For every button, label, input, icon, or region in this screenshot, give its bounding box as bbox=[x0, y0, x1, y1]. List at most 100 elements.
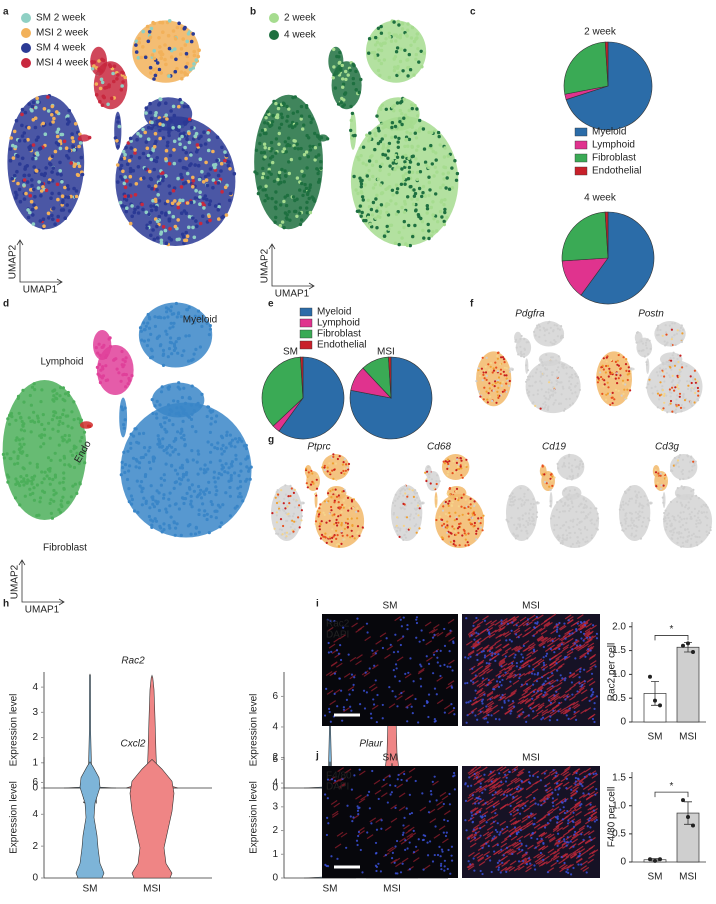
umap-cell bbox=[549, 477, 552, 480]
umap-cell bbox=[80, 435, 84, 440]
umap-cell bbox=[135, 479, 139, 483]
umap-cell bbox=[35, 96, 39, 101]
umap-cell bbox=[337, 545, 341, 548]
umap-cell bbox=[271, 160, 275, 165]
umap-cell bbox=[302, 189, 307, 193]
umap-cell bbox=[681, 458, 685, 461]
umap-cell bbox=[223, 470, 227, 474]
umap-cell bbox=[505, 518, 508, 521]
umap-cell bbox=[286, 519, 289, 522]
umap-cell bbox=[665, 331, 668, 334]
umap-cell bbox=[679, 454, 682, 457]
umap-cell bbox=[646, 499, 649, 502]
umap-cell bbox=[559, 542, 563, 545]
umap-cell bbox=[277, 506, 280, 509]
umap-cell bbox=[187, 334, 191, 338]
umap-cell bbox=[158, 403, 162, 407]
umap-cell bbox=[364, 218, 368, 223]
umap-cell bbox=[118, 167, 123, 171]
umap-cell bbox=[549, 326, 552, 329]
umap-cell bbox=[403, 534, 406, 537]
stain-signal bbox=[579, 622, 587, 628]
umap-cell bbox=[79, 418, 83, 422]
umap-cell bbox=[167, 236, 172, 240]
umap-cell bbox=[512, 503, 515, 506]
violin bbox=[129, 759, 175, 879]
umap-cell bbox=[274, 215, 278, 220]
umap-cell bbox=[180, 427, 184, 431]
umap-cell bbox=[376, 68, 381, 73]
umap-cell bbox=[123, 185, 128, 190]
umap-cell bbox=[416, 507, 419, 510]
umap-cell bbox=[450, 186, 455, 190]
umap-cell bbox=[291, 195, 296, 199]
umap-cell bbox=[442, 505, 445, 508]
umap-cell bbox=[393, 241, 398, 245]
umap-cell bbox=[583, 527, 587, 530]
nucleus bbox=[399, 643, 402, 647]
umap-cell bbox=[212, 470, 216, 474]
umap-cell bbox=[410, 144, 414, 148]
umap-cell bbox=[479, 522, 482, 525]
umap-cell bbox=[647, 504, 650, 507]
umap-cell bbox=[400, 205, 404, 210]
umap-cell bbox=[338, 455, 341, 458]
umap-cell bbox=[72, 186, 76, 191]
legend-label: Myeloid bbox=[317, 307, 351, 318]
umap-cell bbox=[185, 54, 190, 59]
umap-cell bbox=[162, 473, 166, 477]
umap-cell bbox=[613, 398, 616, 401]
umap-cell bbox=[129, 446, 133, 450]
umap-cell bbox=[654, 469, 657, 472]
umap-cell bbox=[176, 176, 180, 181]
umap-cell bbox=[35, 462, 39, 466]
stain-signal bbox=[486, 690, 494, 696]
umap-cell bbox=[142, 446, 147, 450]
data-point bbox=[686, 815, 690, 819]
umap-cell bbox=[171, 423, 175, 427]
umap-cell bbox=[283, 169, 287, 173]
legend-label: Lymphoid bbox=[317, 318, 360, 329]
umap-cell bbox=[692, 376, 695, 379]
umap-cell bbox=[172, 148, 176, 152]
umap-cell bbox=[156, 434, 160, 438]
umap-cell bbox=[378, 183, 383, 187]
umap-cell bbox=[543, 334, 546, 337]
umap-cell bbox=[147, 184, 151, 189]
y-tick-label: 2 bbox=[32, 732, 38, 743]
nucleus bbox=[443, 627, 446, 631]
umap-cluster bbox=[132, 20, 200, 83]
umap-cell bbox=[617, 364, 621, 367]
umap-cell bbox=[496, 351, 500, 354]
stain-signal bbox=[504, 709, 512, 715]
umap-cell bbox=[311, 480, 314, 483]
nucleus bbox=[327, 707, 331, 710]
umap-cell bbox=[696, 386, 700, 390]
nucleus bbox=[510, 629, 513, 632]
umap-cell bbox=[447, 471, 450, 474]
legend-label: Endothelial bbox=[317, 340, 366, 351]
umap-cell bbox=[558, 381, 562, 384]
umap-cell bbox=[669, 525, 673, 528]
umap-cell bbox=[392, 109, 396, 113]
nucleus bbox=[542, 656, 545, 659]
umap-cell bbox=[488, 382, 491, 385]
legend-label: Fibroblast bbox=[317, 329, 361, 340]
umap-cell bbox=[378, 73, 382, 78]
umap-cell bbox=[305, 192, 310, 197]
umap-cell bbox=[664, 367, 668, 370]
umap-cell bbox=[257, 186, 261, 190]
umap-cell bbox=[133, 151, 137, 155]
umap-cell bbox=[465, 458, 468, 461]
umap-cell bbox=[197, 177, 202, 182]
umap-cell bbox=[407, 223, 411, 228]
umap-cell bbox=[140, 202, 144, 207]
umap-cell bbox=[346, 73, 350, 77]
umap-cell bbox=[40, 470, 44, 474]
umap-cell bbox=[661, 362, 664, 365]
stain-signal bbox=[432, 632, 440, 638]
umap-cell bbox=[277, 131, 281, 136]
umap-cell bbox=[161, 136, 166, 140]
umap-cell bbox=[673, 456, 677, 460]
umap-cell bbox=[561, 363, 564, 366]
